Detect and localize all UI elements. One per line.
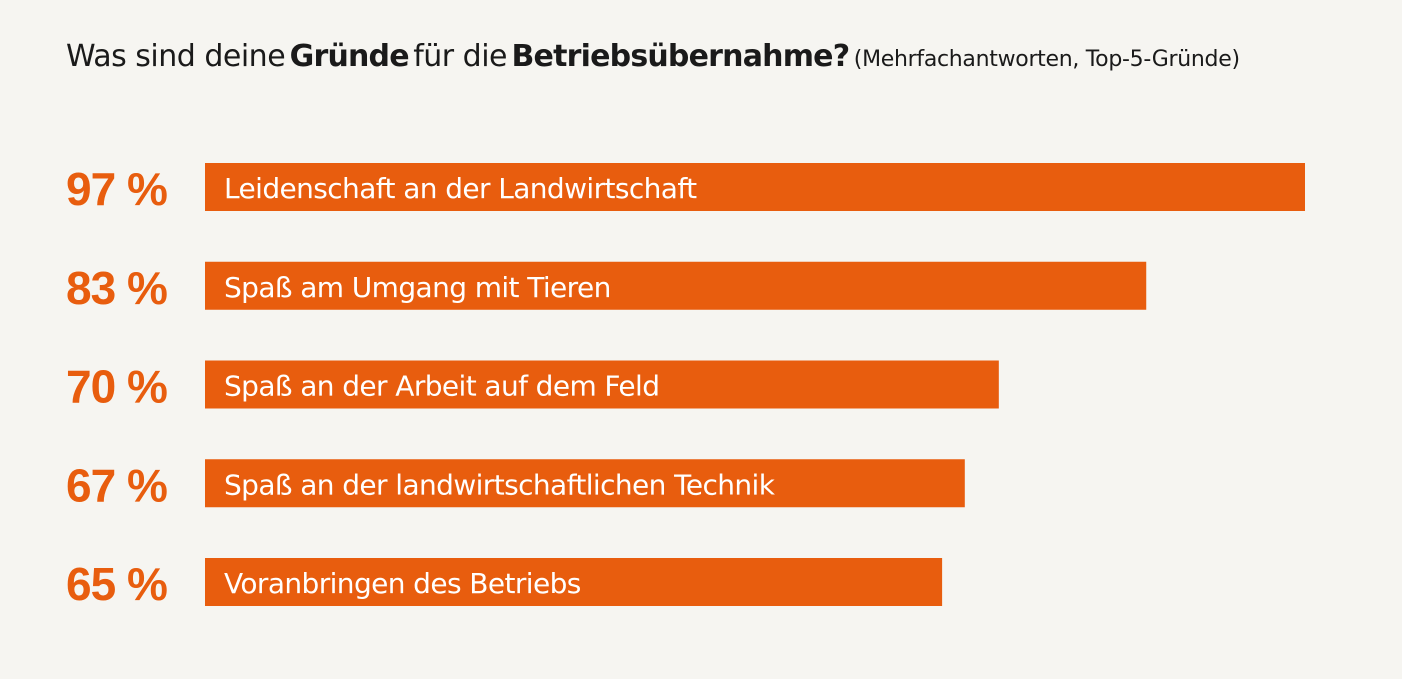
title-bold-gruende: Gründe (289, 39, 410, 74)
category-label: Voranbringen des Betriebs (224, 567, 581, 600)
chart-title: Was sind deine Gründe für die Betriebsüb… (66, 42, 1240, 72)
bar (205, 163, 1305, 211)
category-label: Spaß an der landwirtschaftlichen Technik (224, 468, 776, 501)
title-part2: für die (413, 39, 508, 74)
category-label: Leidenschaft an der Landwirtschaft (224, 172, 697, 205)
value-label: 65 % (66, 558, 167, 610)
value-label: 70 % (66, 361, 167, 413)
category-label: Spaß am Umgang mit Tieren (224, 271, 611, 304)
title-part1: Was sind deine (66, 39, 286, 74)
bar-row: 70 % Spaß an der Arbeit auf dem Feld (66, 360, 999, 413)
value-label: 83 % (66, 262, 167, 314)
bar-row: 83 % Spaß am Umgang mit Tieren (66, 261, 1147, 314)
title-note: (Mehrfachantworten, Top-5-Gründe) (853, 47, 1240, 72)
bar-row: 65 % Voranbringen des Betriebs (66, 558, 943, 610)
value-label: 97 % (66, 163, 167, 215)
bar-row: 97 % Leidenschaft an der Landwirtschaft (66, 163, 1305, 215)
bar (205, 261, 1147, 310)
title-bold-betriebsuebernahme: Betriebsübernahme? (511, 39, 850, 74)
category-label: Spaß an der Arbeit auf dem Feld (224, 370, 659, 403)
value-label: 67 % (66, 459, 167, 511)
bar (205, 558, 943, 606)
bar (205, 459, 965, 508)
bar (205, 360, 999, 409)
bar-row: 67 % Spaß an der landwirtschaftlichen Tec… (66, 459, 965, 511)
